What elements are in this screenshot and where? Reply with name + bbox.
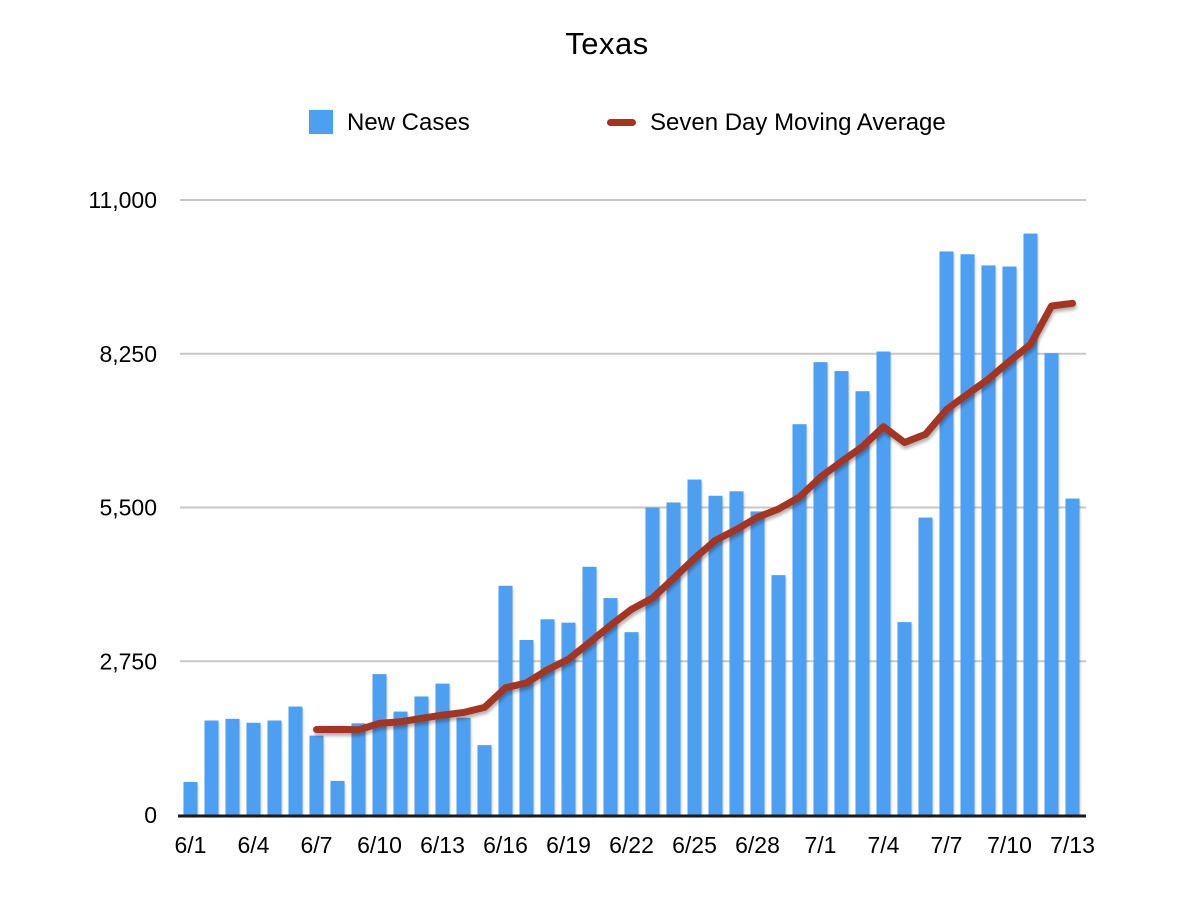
x-axis-label: 6/28 — [735, 832, 780, 858]
x-axis-label: 6/16 — [483, 832, 528, 858]
bar — [771, 575, 786, 815]
bar — [855, 391, 870, 815]
bar — [666, 502, 681, 815]
bar — [309, 735, 324, 815]
bar — [1023, 233, 1038, 815]
moving-average-line — [313, 299, 1076, 734]
x-axis-label: 6/19 — [546, 832, 591, 858]
bar — [687, 479, 702, 815]
x-axis-label: 6/4 — [238, 832, 270, 858]
bar — [435, 683, 450, 815]
bar — [204, 720, 219, 815]
bar — [1002, 266, 1017, 815]
bar — [351, 723, 366, 815]
y-axis-label: 5,500 — [99, 495, 157, 521]
x-axis-label: 6/13 — [420, 832, 465, 858]
bar — [414, 696, 429, 815]
x-axis-label: 7/10 — [987, 832, 1032, 858]
bar — [960, 254, 975, 815]
bar — [456, 717, 471, 815]
bar — [540, 619, 555, 815]
legend-label-moving-average: Seven Day Moving Average — [650, 109, 946, 136]
bar — [393, 711, 408, 815]
bar — [624, 632, 639, 815]
bar — [876, 351, 891, 815]
bar — [792, 424, 807, 815]
bar — [708, 495, 723, 815]
bar — [813, 362, 828, 815]
legend: New Cases Seven Day Moving Average — [0, 108, 1180, 138]
bar — [729, 491, 744, 815]
bar — [603, 598, 618, 815]
y-axis-label: 2,750 — [99, 648, 157, 674]
new-cases-swatch — [309, 110, 333, 134]
x-axis-label: 7/4 — [868, 832, 900, 858]
bar — [372, 674, 387, 815]
bar — [498, 585, 513, 815]
bar — [246, 722, 261, 815]
y-axis-label: 11,000 — [88, 187, 157, 213]
bar — [918, 517, 933, 815]
x-axis-label: 6/25 — [672, 832, 717, 858]
bar — [750, 511, 765, 815]
bar — [267, 720, 282, 815]
bar — [330, 780, 345, 815]
bar — [582, 566, 597, 815]
bar — [1065, 498, 1080, 815]
bar — [519, 640, 534, 815]
bar — [561, 622, 576, 815]
bar — [225, 718, 240, 815]
bar — [645, 507, 660, 815]
x-axis-label: 6/7 — [301, 832, 333, 858]
y-axis-label: 0 — [144, 802, 157, 828]
x-axis-label: 6/22 — [609, 832, 654, 858]
bar — [981, 265, 996, 815]
x-axis-label: 7/7 — [931, 832, 963, 858]
chart-title: Texas — [565, 26, 649, 61]
x-axis-label: 7/13 — [1050, 832, 1095, 858]
legend-label-new-cases: New Cases — [347, 109, 470, 136]
y-axis-label: 8,250 — [99, 341, 157, 367]
bar — [477, 745, 492, 815]
bar — [288, 706, 303, 815]
bar — [834, 371, 849, 815]
x-axis-label: 7/1 — [805, 832, 837, 858]
bar — [939, 251, 954, 815]
bar — [897, 622, 912, 815]
moving-average-swatch — [607, 119, 636, 126]
x-axis-label: 6/1 — [175, 832, 207, 858]
bar — [1044, 353, 1059, 815]
bar — [183, 782, 198, 815]
x-axis-label: 6/10 — [357, 832, 402, 858]
